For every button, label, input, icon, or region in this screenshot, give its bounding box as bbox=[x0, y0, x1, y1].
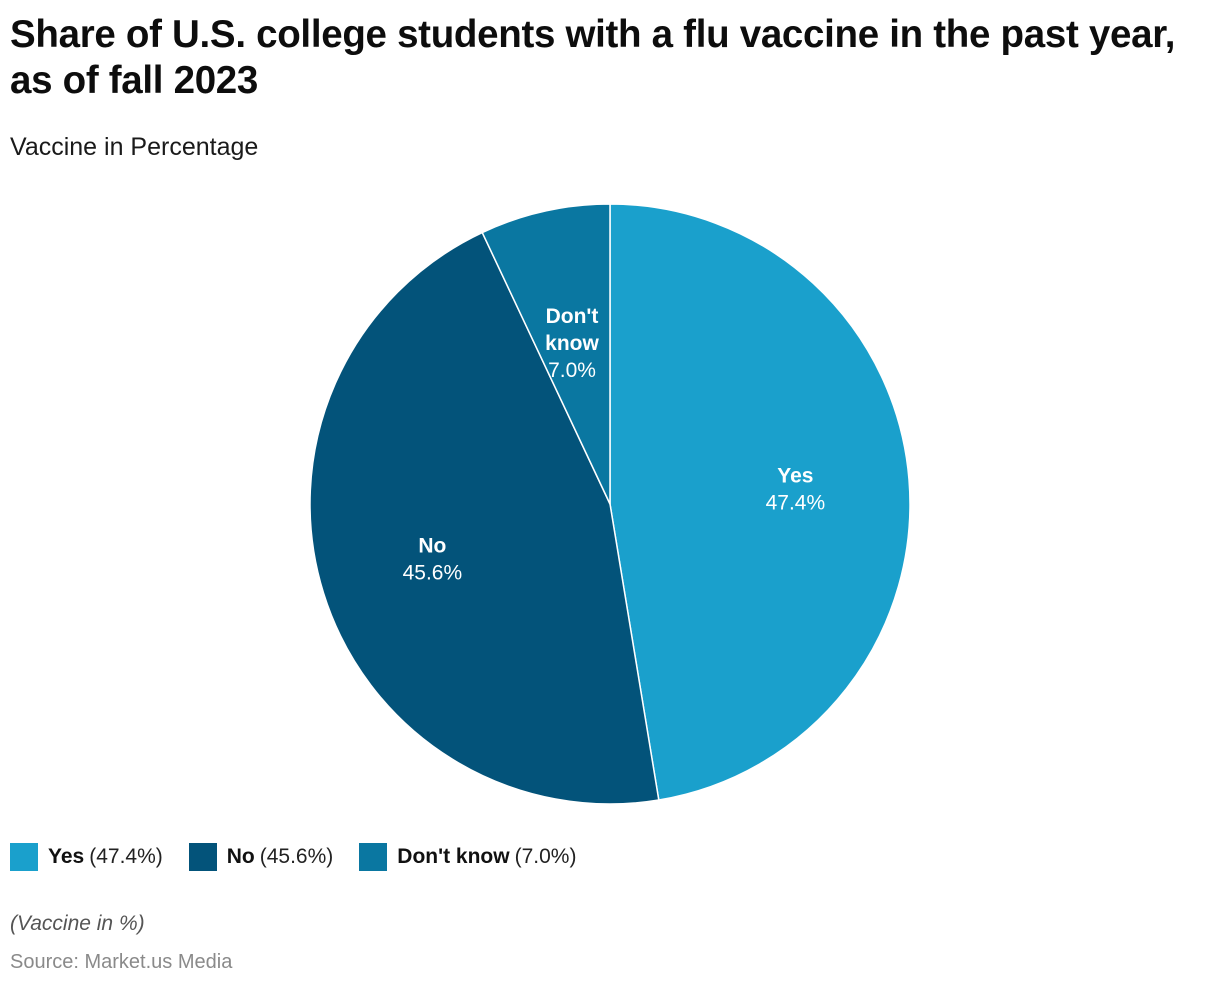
legend-label-yes: Yes bbox=[48, 845, 85, 868]
legend-item-no[interactable]: No (45.6%) bbox=[188, 843, 334, 871]
pie-labels: Yes 47.4% No 45.6% Don't know 7.0% bbox=[403, 305, 826, 585]
legend-swatch-no bbox=[188, 843, 217, 871]
legend-value-dont-know: (7.0%) bbox=[514, 845, 577, 868]
legend-item-dont-know[interactable]: Don't know (7.0%) bbox=[359, 843, 576, 871]
unit-note: (Vaccine in %) bbox=[10, 912, 145, 935]
slice-label-no: No bbox=[418, 535, 446, 558]
legend-swatch-yes bbox=[10, 843, 38, 871]
pie-chart: Yes 47.4% No 45.6% Don't know 7.0% bbox=[309, 203, 911, 805]
legend-value-yes: (47.4%) bbox=[89, 845, 163, 868]
pie-slices bbox=[309, 203, 911, 805]
slice-label-don-t-know-line2: know bbox=[545, 332, 599, 355]
slice-value-no: 45.6% bbox=[403, 562, 463, 585]
slice-value-yes: 47.4% bbox=[766, 491, 826, 514]
legend-label-dont-know: Don't know bbox=[397, 845, 510, 868]
legend: Yes (47.4%) No (45.6%) Don't know (7.0%) bbox=[10, 843, 602, 871]
chart-title: Share of U.S. college students with a fl… bbox=[10, 13, 1176, 102]
source-credit: Source: Market.us Media bbox=[10, 951, 233, 973]
slice-label-don-t-know-line1: Don't bbox=[546, 305, 599, 328]
pie-slice-no[interactable] bbox=[309, 231, 660, 805]
chart-subtitle: Vaccine in Percentage bbox=[10, 133, 259, 161]
pie-slice-don-t-know[interactable] bbox=[481, 203, 611, 505]
legend-swatch-dont-know bbox=[359, 843, 388, 871]
legend-value-no: (45.6%) bbox=[259, 845, 334, 868]
legend-label-no: No bbox=[226, 845, 255, 868]
slice-label-yes: Yes bbox=[777, 464, 813, 487]
pie-slice-yes[interactable] bbox=[609, 203, 911, 801]
legend-item-yes[interactable]: Yes (47.4%) bbox=[10, 843, 163, 871]
slice-value-don-t-know: 7.0% bbox=[548, 359, 596, 382]
